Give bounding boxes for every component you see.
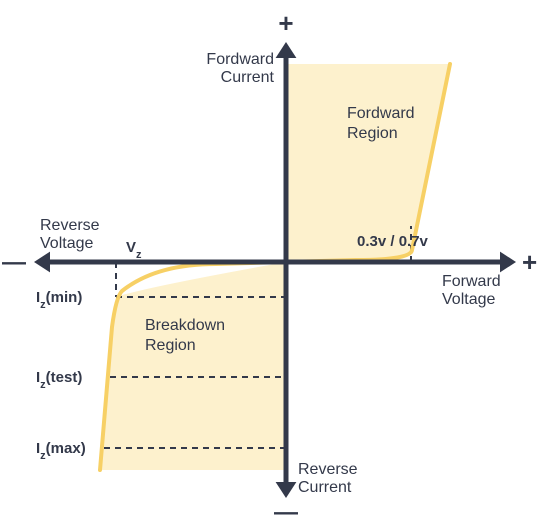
x-minus-sign: — <box>2 249 26 276</box>
forward-region-label: Region <box>347 125 398 142</box>
breakdown-region-label: Region <box>145 337 196 354</box>
forward-voltage-label: Forward <box>442 273 501 290</box>
reverse-current-label: Reverse <box>298 461 358 478</box>
forward-current-label: Current <box>221 69 275 86</box>
breakdown-region-label: Breakdown <box>145 317 225 334</box>
x-plus-sign: + <box>522 247 537 277</box>
arrow-down-icon <box>276 482 297 498</box>
arrow-up-icon <box>276 42 297 58</box>
reverse-voltage-label: Voltage <box>40 235 93 252</box>
y-minus-sign: — <box>274 499 298 526</box>
reverse-current-label: Current <box>298 479 352 496</box>
y-plus-sign: + <box>278 8 293 38</box>
diagram-svg: + — + — Fordward Current Reverse Current… <box>0 0 540 527</box>
breakdown-region-fill <box>100 262 286 470</box>
zener-iv-curve-diagram: + — + — Fordward Current Reverse Current… <box>0 0 540 527</box>
arrow-right-icon <box>500 252 516 273</box>
vz-label: Vz <box>126 239 142 261</box>
reverse-voltage-label: Reverse <box>40 217 100 234</box>
knee-voltage-label: 0.3v / 0.7v <box>357 233 429 250</box>
iz-max-label: Iz(max) <box>36 440 86 462</box>
iz-test-label: Iz(test) <box>36 369 82 391</box>
forward-voltage-label: Voltage <box>442 291 495 308</box>
forward-current-label: Fordward <box>206 51 274 68</box>
forward-region-label: Fordward <box>347 105 415 122</box>
iz-min-label: Iz(min) <box>36 289 82 311</box>
arrow-left-icon <box>34 252 50 273</box>
